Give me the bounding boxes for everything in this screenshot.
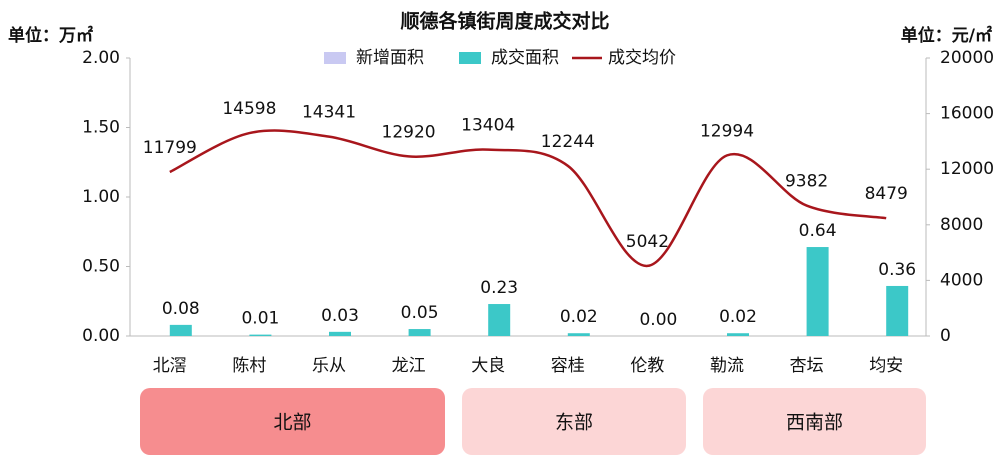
y2-axis-label: 单位：元/㎡: [901, 25, 992, 46]
region-box: [462, 388, 686, 455]
legend-label: 成交均价: [608, 48, 676, 68]
bar: [408, 329, 431, 336]
y2-tick-label: 12000: [940, 159, 994, 179]
x-tick-label: 龙江: [392, 356, 426, 376]
y-tick-label: 1.50: [82, 118, 120, 138]
line-label: 11799: [143, 138, 197, 158]
y-axis-label: 单位：万㎡: [8, 25, 93, 46]
x-tick-label: 伦教: [630, 356, 664, 376]
bar: [727, 333, 749, 336]
y-tick-label: 0.50: [82, 257, 120, 277]
bar-label: 0.64: [799, 221, 837, 241]
y-tick-label: 1.00: [82, 187, 120, 207]
region-label: 东部: [555, 412, 593, 434]
line: [169, 129, 887, 268]
region-label: 西南部: [786, 412, 843, 434]
region-label: 北部: [273, 412, 311, 434]
bar: [488, 304, 511, 336]
x-tick-label: 陈村: [232, 356, 266, 376]
legend-label: 新增面积: [356, 48, 424, 68]
x-tick-label: 大良: [471, 356, 505, 376]
line-label: 14598: [222, 99, 276, 119]
region-box: [703, 388, 926, 455]
bar: [329, 331, 351, 336]
x-tick-label: 乐从: [312, 356, 346, 376]
bar-label: 0.05: [401, 303, 439, 323]
line-label: 13404: [461, 116, 515, 136]
bar-label: 0.23: [480, 278, 518, 298]
x-tick-label: 容桂: [551, 356, 585, 376]
y-tick-label: 0.00: [82, 326, 120, 346]
line-label: 12244: [541, 132, 595, 152]
y2-tick-label: 8000: [940, 215, 983, 235]
chart-title: 顺德各镇街周度成交对比: [400, 10, 609, 33]
bar-label: 0.02: [560, 307, 598, 327]
y2-tick-label: 0: [940, 326, 951, 346]
line-label: 14341: [302, 103, 356, 123]
line-label: 8479: [865, 184, 908, 204]
x-tick-label: 杏坛: [790, 356, 824, 376]
bar: [567, 333, 590, 336]
legend-label: 成交面积: [491, 48, 559, 68]
region-box: [140, 388, 445, 455]
bar-label: 0.03: [321, 306, 359, 326]
bar-label: 0.36: [878, 260, 916, 280]
x-tick-label: 勒流: [710, 356, 744, 376]
y2-tick-label: 4000: [940, 270, 983, 290]
x-tick-label: 均安: [869, 356, 903, 376]
bar: [249, 334, 272, 336]
y-tick-label: 2.00: [82, 48, 120, 68]
line-label: 5042: [626, 232, 669, 252]
bar: [886, 285, 909, 336]
line-label: 9382: [785, 172, 828, 192]
bar-label: 0.08: [162, 299, 200, 319]
legend-swatch: [459, 52, 481, 64]
y2-tick-label: 16000: [940, 104, 994, 124]
bar-label: 0.00: [639, 310, 677, 330]
legend-swatch: [324, 52, 346, 64]
bar-label: 0.02: [719, 307, 757, 327]
bar-label: 0.01: [241, 309, 279, 329]
line-label: 12994: [700, 121, 754, 141]
x-tick-label: 北滘: [153, 356, 187, 376]
bar: [806, 247, 829, 336]
bar: [169, 324, 192, 336]
line-label: 12920: [382, 122, 436, 142]
y2-tick-label: 20000: [940, 48, 994, 68]
